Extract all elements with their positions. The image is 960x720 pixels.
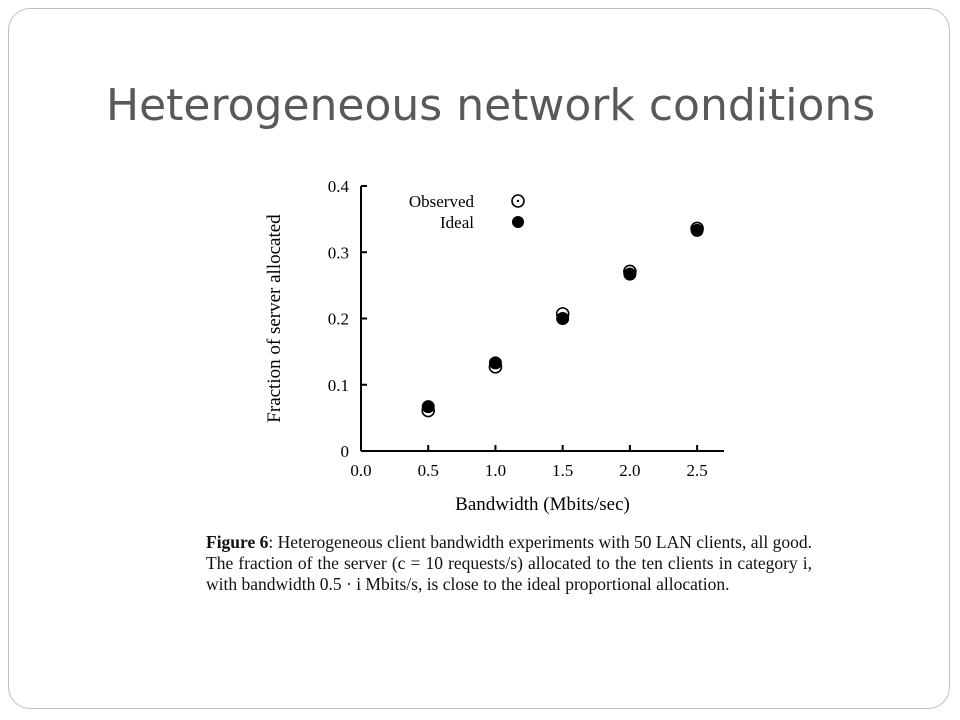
slide-frame bbox=[8, 8, 950, 709]
legend-marker-observed-dot bbox=[516, 199, 520, 203]
legend-label-ideal: Ideal bbox=[440, 213, 474, 232]
y-tick-label: 0.2 bbox=[328, 310, 349, 329]
y-tick-label: 0.1 bbox=[328, 376, 349, 395]
figure-caption: Figure 6: Heterogeneous client bandwidth… bbox=[206, 532, 812, 595]
ideal-point bbox=[556, 312, 570, 325]
y-axis-label: Fraction of server allocated bbox=[264, 214, 285, 423]
x-tick-label: 0.0 bbox=[350, 461, 371, 480]
x-axis-label: Bandwidth (Mbits/sec) bbox=[455, 494, 630, 515]
x-tick-label: 2.0 bbox=[619, 461, 640, 480]
ideal-point bbox=[623, 267, 637, 281]
legend-label-observed: Observed bbox=[409, 192, 475, 211]
y-tick-label: 0.4 bbox=[328, 177, 350, 196]
y-tick-label: 0 bbox=[341, 442, 350, 461]
x-tick-label: 2.5 bbox=[686, 461, 707, 480]
x-tick-label: 1.5 bbox=[552, 461, 573, 480]
figure-caption-text: : Heterogeneous client bandwidth experim… bbox=[206, 532, 812, 594]
ideal-point bbox=[488, 356, 502, 370]
figure-caption-label: Figure 6 bbox=[206, 532, 269, 552]
legend-marker-ideal bbox=[512, 216, 524, 228]
slide-title: Heterogeneous network conditions bbox=[106, 80, 876, 131]
x-tick-label: 1.0 bbox=[485, 461, 506, 480]
x-tick-label: 0.5 bbox=[418, 461, 439, 480]
ideal-point bbox=[690, 223, 704, 237]
y-tick-label: 0.3 bbox=[328, 243, 349, 262]
ideal-point bbox=[421, 400, 435, 414]
